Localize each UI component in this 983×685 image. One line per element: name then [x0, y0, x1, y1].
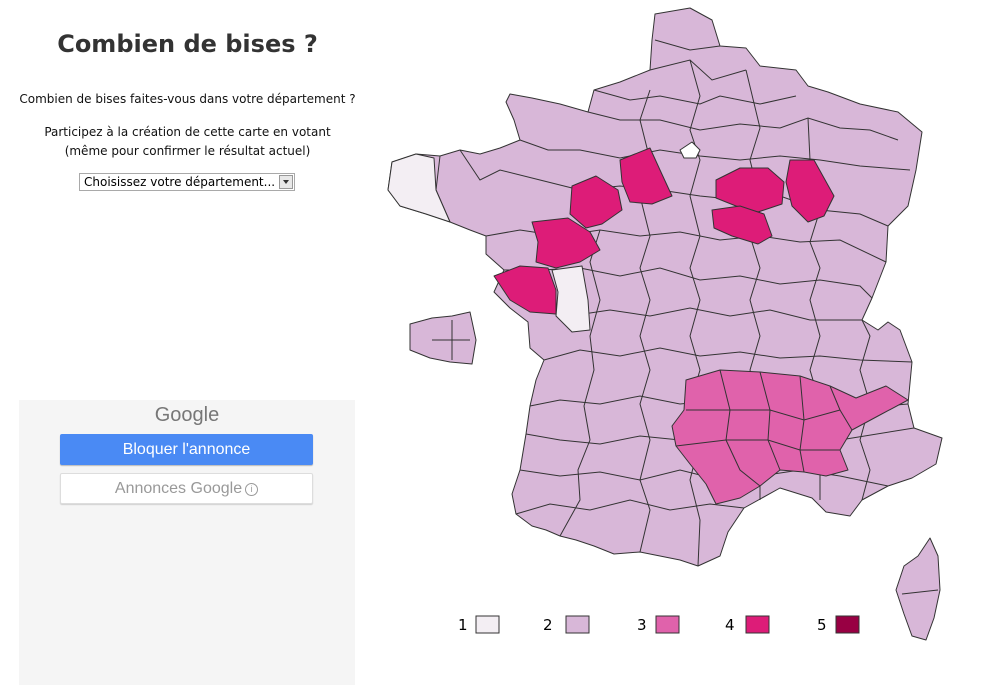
block-ad-button[interactable]: Bloquer l'annonce: [60, 434, 313, 465]
legend-swatch-3: [655, 615, 680, 634]
question-text: Combien de bises faites-vous dans votre …: [19, 92, 356, 106]
paris-region[interactable]: [679, 141, 701, 159]
department-select[interactable]: Choisissez votre département...: [79, 173, 295, 191]
france-map: 1 2 3 4 5: [387, 7, 943, 641]
map-legend: 1 2 3 4 5: [458, 615, 860, 634]
class-3-borders: [675, 369, 853, 487]
sarthe-region[interactable]: [569, 175, 623, 229]
yonne-region[interactable]: [711, 205, 773, 245]
legend-label-4: 4: [725, 616, 735, 634]
eure-et-loir-region[interactable]: [619, 147, 673, 205]
participate-line-1: Participez à la création de cette carte …: [44, 125, 331, 139]
island-borders: [432, 320, 470, 360]
finistere-region[interactable]: [387, 153, 451, 223]
left-panel: Combien de bises ? Combien de bises fait…: [0, 0, 375, 685]
legend-swatch-4: [745, 615, 770, 634]
google-logo: Google: [154, 404, 220, 426]
ile-de-re-region[interactable]: [409, 311, 477, 365]
vendee-region[interactable]: [493, 265, 557, 315]
corsica-region[interactable]: [895, 537, 941, 641]
legend-label-5: 5: [817, 616, 827, 634]
legend-label-3: 3: [637, 616, 647, 634]
map-region-2[interactable]: [387, 7, 943, 567]
google-ads-button[interactable]: Annonces Google i: [60, 473, 313, 504]
legend-swatch-1: [475, 615, 500, 634]
ad-box: Google Bloquer l'annonce Annonces Google…: [19, 400, 355, 685]
corsica-border: [901, 589, 939, 595]
department-select-value: Choisissez votre département...: [84, 175, 276, 189]
chevron-down-icon[interactable]: [279, 175, 293, 189]
page-title: Combien de bises ?: [57, 30, 318, 58]
legend-label-1: 1: [458, 616, 468, 634]
participate-line-2: (même pour confirmer le résultat actuel): [64, 144, 311, 158]
legend-swatch-5: [835, 615, 860, 634]
info-icon: i: [245, 483, 259, 496]
legend-swatch-2: [565, 615, 590, 634]
haute-marne-region[interactable]: [785, 159, 835, 223]
class-3-region[interactable]: [671, 369, 909, 505]
deux-sevres-region[interactable]: [551, 265, 591, 333]
legend-label-2: 2: [543, 616, 553, 634]
google-ads-label: Annonces Google: [114, 480, 243, 497]
aube-region[interactable]: [715, 167, 785, 213]
maine-et-loire-region[interactable]: [531, 217, 601, 269]
participate-text: Participez à la création de cette carte …: [0, 123, 375, 161]
